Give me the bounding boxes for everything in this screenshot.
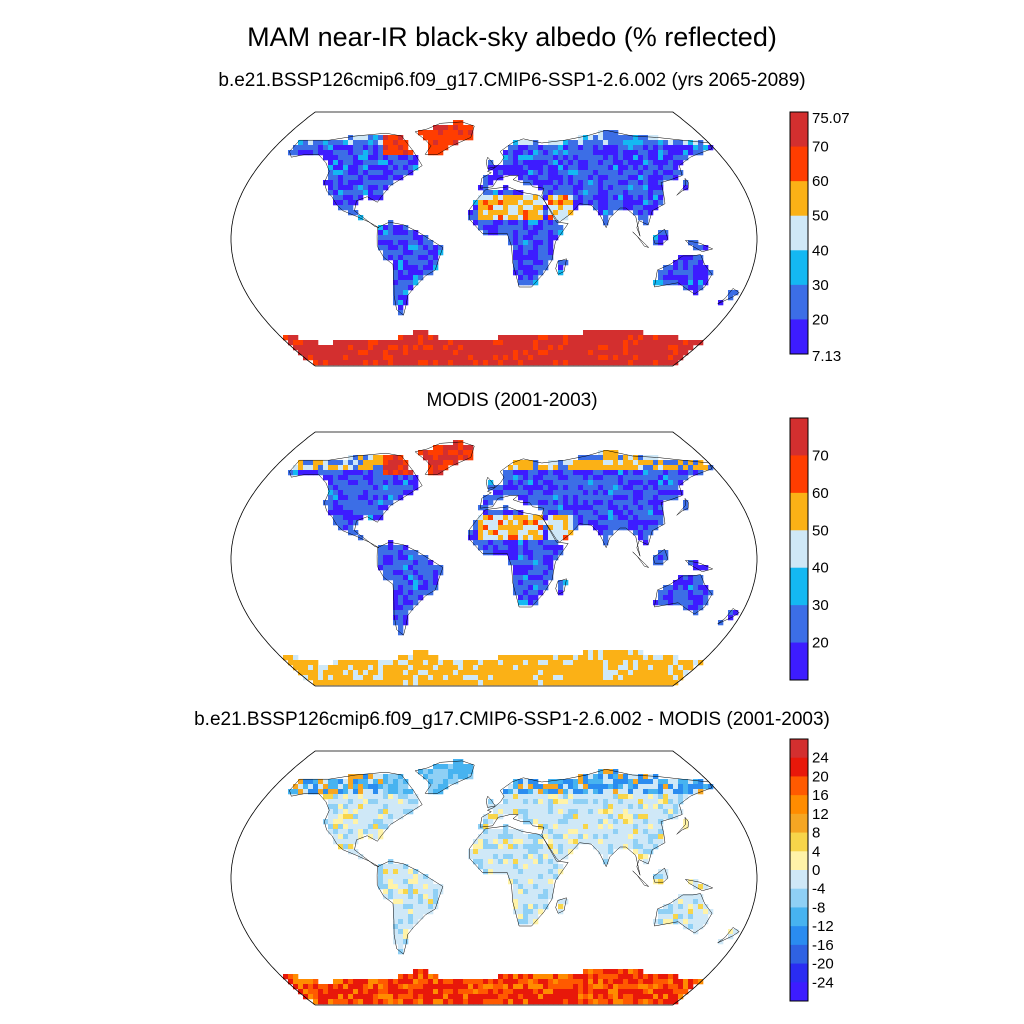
panel3-colorbar-tick-label: 24 — [812, 750, 829, 767]
panel3-coastlines — [289, 760, 740, 955]
panel3-colorbar-tick-label: -16 — [812, 937, 834, 954]
panel3-colorbar-swatch — [790, 888, 808, 908]
panel1-colorbar-tick-label: 30 — [812, 277, 829, 294]
panel3-colorbar-swatch — [790, 907, 808, 927]
panel1-colorbar-tick-label: 7.13 — [812, 348, 841, 365]
panel2-colorbar-swatch — [790, 530, 808, 569]
panel2-colorbar-swatch — [790, 418, 808, 456]
panel1-colorbar-tick-label: 20 — [812, 311, 829, 328]
panel1-land-cells — [283, 120, 739, 366]
panel2-colorbar-swatch — [790, 492, 808, 531]
panel3-colorbar-tick-label: -20 — [812, 956, 834, 973]
panel3-colorbar-swatch — [790, 832, 808, 852]
panel2-colorbar-tick-label: 20 — [812, 635, 829, 652]
panel2-subtitle: MODIS (2001-2003) — [426, 390, 598, 411]
panel2-land-cells — [283, 440, 739, 686]
panel2-colorbar-tick-label: 50 — [812, 522, 829, 539]
panel3-colorbar-tick-label: -8 — [812, 899, 825, 916]
panel3-colorbar-swatch — [790, 813, 808, 834]
panel1-coastlines — [289, 121, 740, 316]
panel1-colorbar-tick-label: 75.07 — [812, 110, 850, 127]
panel1-colorbar-swatch — [790, 112, 808, 148]
panel2-colorbar-tick-label: 60 — [812, 485, 829, 502]
panel1-colorbar-swatch — [790, 215, 808, 251]
panel1-map — [230, 111, 758, 367]
panel1-colorbar-tick-label: 50 — [812, 208, 829, 225]
panel3-subtitle: b.e21.BSSP126cmip6.f09_g17.CMIP6-SSP1-2.… — [194, 709, 830, 730]
panel3-colorbar-tick-label: -24 — [812, 974, 834, 991]
panel2-map-outline — [230, 431, 758, 687]
panel3-colorbar-tick-label: 16 — [812, 787, 829, 804]
panel2-colorbar-tick-label: 70 — [812, 447, 829, 464]
panel3-map-outline — [230, 750, 758, 1006]
panel1-colorbar-swatch — [790, 319, 808, 355]
panel3-colorbar-swatch — [790, 944, 808, 965]
panel3-map — [230, 750, 758, 1006]
panel1-colorbar-swatch — [790, 250, 808, 286]
panel1-colorbar-tick-label: 70 — [812, 139, 829, 156]
panel2-colorbar: 70 60 50 40 30 20 — [789, 417, 829, 681]
panel1-subtitle: b.e21.BSSP126cmip6.f09_g17.CMIP6-SSP1-2.… — [218, 70, 806, 91]
panel1-colorbar-tick-label: 40 — [812, 242, 829, 259]
panel1-colorbar-swatch — [790, 146, 808, 182]
panel3-colorbar-tick-label: 4 — [812, 843, 820, 860]
panel3-colorbar-swatch — [790, 963, 808, 983]
panel2-colorbar-swatch — [790, 605, 808, 644]
panel3-land-cells — [283, 759, 739, 1005]
panel1-colorbar-tick-label: 60 — [812, 173, 829, 190]
panel3-colorbar-swatch — [790, 776, 808, 796]
panel3-colorbar-tick-label: 12 — [812, 806, 829, 823]
panel3-colorbar-swatch — [790, 851, 808, 871]
panel3-colorbar-tick-label: 8 — [812, 825, 820, 842]
main-title: MAM near-IR black-sky albedo (% reflecte… — [247, 22, 777, 52]
panel2-coastlines — [289, 441, 740, 636]
panel2-colorbar-swatch — [790, 455, 808, 494]
panel3-colorbar-swatch — [790, 982, 808, 1002]
panel3-colorbar-tick-label: -4 — [812, 881, 825, 898]
panel3-colorbar-tick-label: -12 — [812, 918, 834, 935]
panel1-colorbar: 75.07 70 60 50 40 30 20 7.13 — [789, 110, 850, 365]
panel3-colorbar-swatch — [790, 795, 808, 815]
panel2-map — [230, 431, 758, 687]
panel3-colorbar-swatch — [790, 926, 808, 946]
panel2-colorbar-swatch — [790, 567, 808, 606]
panel3-colorbar-swatch — [790, 757, 808, 777]
panel1-colorbar-swatch — [790, 284, 808, 320]
panel2-colorbar-tick-label: 30 — [812, 597, 829, 614]
panel2-colorbar-swatch — [790, 642, 808, 681]
panel3-colorbar-swatch — [790, 870, 808, 890]
panel3-colorbar-tick-label: 20 — [812, 768, 829, 785]
panel3-colorbar-swatch — [790, 739, 808, 759]
panel1-map-outline — [230, 111, 758, 367]
panel1-colorbar-swatch — [790, 181, 808, 217]
panel3-colorbar-tick-label: 0 — [812, 862, 820, 879]
panel2-colorbar-tick-label: 40 — [812, 560, 829, 577]
